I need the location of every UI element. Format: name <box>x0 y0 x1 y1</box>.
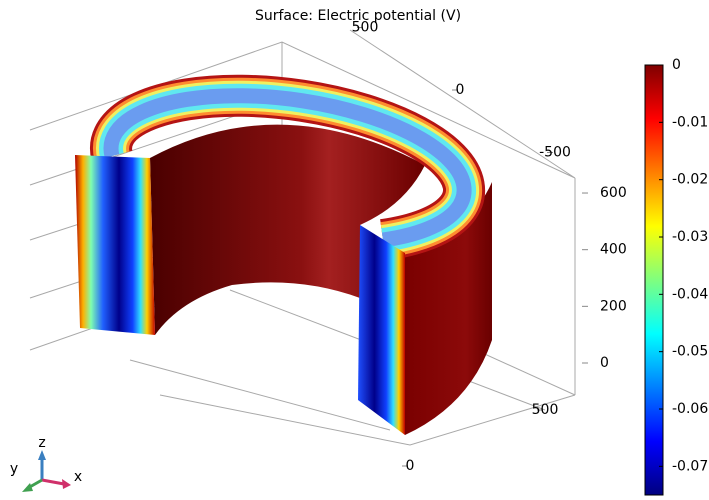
axis-label: x <box>74 469 82 485</box>
axis-tick-label: 0 <box>456 82 465 98</box>
left-cut-face <box>75 155 155 335</box>
geometry <box>75 96 492 435</box>
triad: z x y <box>10 435 82 492</box>
axis-label: z <box>38 435 45 451</box>
page: {"chart_data": {"type": "surface3d", "ti… <box>0 0 709 500</box>
axis-tick-label: 200 <box>600 298 627 314</box>
colorbar-tick-label: -0.01 <box>672 114 708 130</box>
colorbar-tick-label: -0.02 <box>672 172 708 188</box>
axis-tick-label: 500 <box>532 402 559 418</box>
colorbar-tick-label: -0.07 <box>672 458 708 474</box>
axis-tick-label: -500 <box>539 145 571 161</box>
colorbar <box>645 65 663 495</box>
axis-tick-label: 0 <box>600 355 609 371</box>
colorbar-tick-label: -0.03 <box>672 229 708 245</box>
chart: Surface: Electric potential (V) z x y 0-… <box>0 0 709 500</box>
axis-tick-label: 500 <box>352 20 379 36</box>
colorbar-tick-label: -0.04 <box>672 286 708 302</box>
colorbar-tick-label: -0.05 <box>672 344 708 360</box>
right-cut-face <box>358 225 405 435</box>
colorbar-tick-label: -0.06 <box>672 401 708 417</box>
axis-tick-label: 400 <box>600 242 627 258</box>
axis-label: y <box>10 461 18 477</box>
colorbar-tick-label: 0 <box>672 57 681 73</box>
axis-tick-label: 600 <box>600 185 627 201</box>
axis-tick-label: 0 <box>406 458 415 474</box>
